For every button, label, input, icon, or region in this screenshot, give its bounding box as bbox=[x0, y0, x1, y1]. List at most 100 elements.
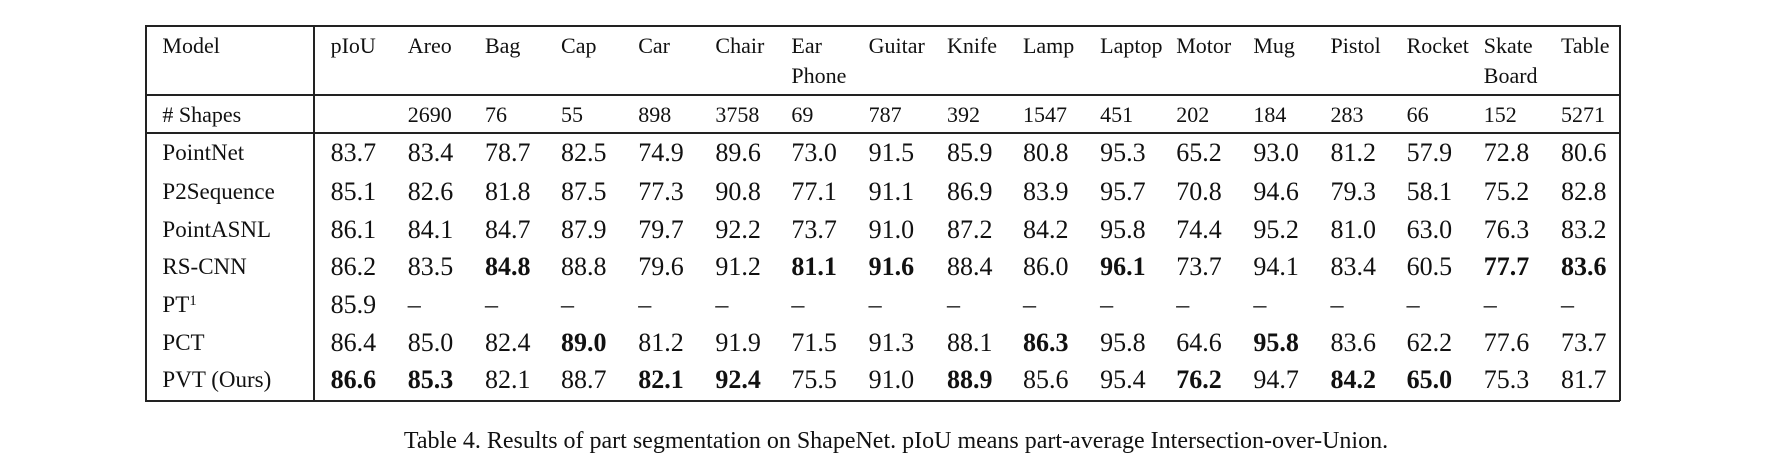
shape-count: 184 bbox=[1253, 102, 1287, 128]
shape-count: 66 bbox=[1406, 102, 1429, 128]
cell: 88.8 bbox=[561, 252, 607, 282]
cell: 94.6 bbox=[1253, 177, 1299, 207]
cell: 73.7 bbox=[1176, 252, 1222, 282]
cell: 76.3 bbox=[1483, 215, 1530, 245]
cell: 74.4 bbox=[1176, 215, 1222, 245]
shape-count: # Shapes bbox=[162, 102, 242, 128]
cell: 82.4 bbox=[484, 328, 531, 358]
cell: 65.0 bbox=[1406, 365, 1453, 394]
model-name: PT1 bbox=[162, 292, 197, 318]
cell: 58.1 bbox=[1406, 177, 1453, 207]
cell: 89.6 bbox=[715, 138, 761, 168]
cell: 79.7 bbox=[638, 215, 684, 245]
cell: 64.6 bbox=[1176, 328, 1222, 358]
column-header: Bag bbox=[484, 33, 521, 59]
cell: 84.8 bbox=[484, 252, 531, 282]
shape-count: 392 bbox=[946, 102, 980, 128]
cell: – bbox=[561, 290, 575, 320]
cell: 81.7 bbox=[1560, 365, 1607, 394]
cell: 95.8 bbox=[1100, 328, 1146, 358]
cell: 88.7 bbox=[561, 365, 607, 394]
cell: 86.9 bbox=[946, 177, 993, 207]
cell: – bbox=[868, 290, 882, 320]
cell: 81.0 bbox=[1330, 215, 1377, 245]
cell: 83.5 bbox=[407, 252, 454, 282]
cell: 79.3 bbox=[1330, 177, 1377, 207]
cell: 91.5 bbox=[868, 138, 915, 168]
cell: 91.3 bbox=[868, 328, 915, 358]
cell: 95.3 bbox=[1100, 138, 1146, 168]
cell: 84.7 bbox=[484, 215, 531, 245]
cell: 82.1 bbox=[638, 365, 684, 394]
shape-count: 76 bbox=[484, 102, 507, 128]
cell: 95.4 bbox=[1100, 365, 1146, 394]
cell: 91.2 bbox=[715, 252, 761, 282]
cell: 60.5 bbox=[1406, 252, 1453, 282]
cell: 86.2 bbox=[330, 252, 377, 282]
cell: 86.4 bbox=[330, 328, 377, 358]
shape-count: 1547 bbox=[1022, 102, 1067, 128]
shape-count: 451 bbox=[1100, 102, 1134, 128]
cell: 95.8 bbox=[1253, 328, 1299, 358]
cell: 91.6 bbox=[868, 252, 915, 282]
column-header: Motor bbox=[1176, 33, 1232, 59]
column-header: Cap bbox=[561, 33, 597, 59]
shape-count: 898 bbox=[638, 102, 672, 128]
column-header: Rocket bbox=[1406, 33, 1469, 59]
column-header: Lamp bbox=[1022, 33, 1075, 59]
cell: 88.9 bbox=[946, 365, 993, 394]
column-header: pIoU bbox=[330, 33, 376, 59]
model-name: PointASNL bbox=[162, 217, 272, 243]
cell: 85.1 bbox=[330, 177, 377, 207]
cell: 63.0 bbox=[1406, 215, 1453, 245]
cell: 75.2 bbox=[1483, 177, 1530, 207]
cell: 91.1 bbox=[868, 177, 915, 207]
cell: 93.0 bbox=[1253, 138, 1299, 168]
cell: 92.2 bbox=[715, 215, 761, 245]
cell: 79.6 bbox=[638, 252, 684, 282]
cell: 73.7 bbox=[1560, 328, 1607, 358]
cell: – bbox=[1022, 290, 1036, 320]
cell: 87.2 bbox=[946, 215, 993, 245]
cell: 85.3 bbox=[407, 365, 454, 394]
cell: – bbox=[1100, 290, 1114, 320]
cell: 81.2 bbox=[638, 328, 684, 358]
cell: 83.9 bbox=[1022, 177, 1069, 207]
cell: 94.1 bbox=[1253, 252, 1299, 282]
model-name: PVT (Ours) bbox=[162, 367, 272, 392]
column-header: Table bbox=[1560, 33, 1610, 59]
cell: 82.5 bbox=[561, 138, 607, 168]
cell: 84.2 bbox=[1022, 215, 1069, 245]
cell: – bbox=[484, 290, 498, 320]
cell: 83.6 bbox=[1560, 252, 1607, 282]
rule bbox=[313, 25, 315, 401]
cell: 71.5 bbox=[791, 328, 837, 358]
shape-count: 55 bbox=[561, 102, 584, 128]
cell: 85.9 bbox=[946, 138, 993, 168]
column-header: Areo bbox=[407, 33, 452, 59]
cell: 81.8 bbox=[484, 177, 531, 207]
cell: – bbox=[1330, 290, 1344, 320]
cell: 85.0 bbox=[407, 328, 454, 358]
shape-count: 787 bbox=[868, 102, 902, 128]
cell: 78.7 bbox=[484, 138, 531, 168]
cell: 75.5 bbox=[791, 365, 837, 394]
cell: – bbox=[1176, 290, 1190, 320]
column-header: Laptop bbox=[1100, 33, 1163, 59]
column-header: Skate Board bbox=[1483, 33, 1538, 89]
cell: – bbox=[407, 290, 421, 320]
cell: 86.1 bbox=[330, 215, 377, 245]
cell: 95.8 bbox=[1100, 215, 1146, 245]
cell: 89.0 bbox=[561, 328, 607, 358]
cell: 88.4 bbox=[946, 252, 993, 282]
column-header: Pistol bbox=[1330, 33, 1381, 59]
column-header: Model bbox=[162, 33, 220, 59]
cell: 87.9 bbox=[561, 215, 607, 245]
cell: 76.2 bbox=[1176, 365, 1222, 394]
column-header: Ear Phone bbox=[791, 33, 847, 89]
column-header: Mug bbox=[1253, 33, 1295, 59]
cell: 83.7 bbox=[330, 138, 377, 168]
shape-count: 69 bbox=[791, 102, 814, 128]
cell: 65.2 bbox=[1176, 138, 1222, 168]
